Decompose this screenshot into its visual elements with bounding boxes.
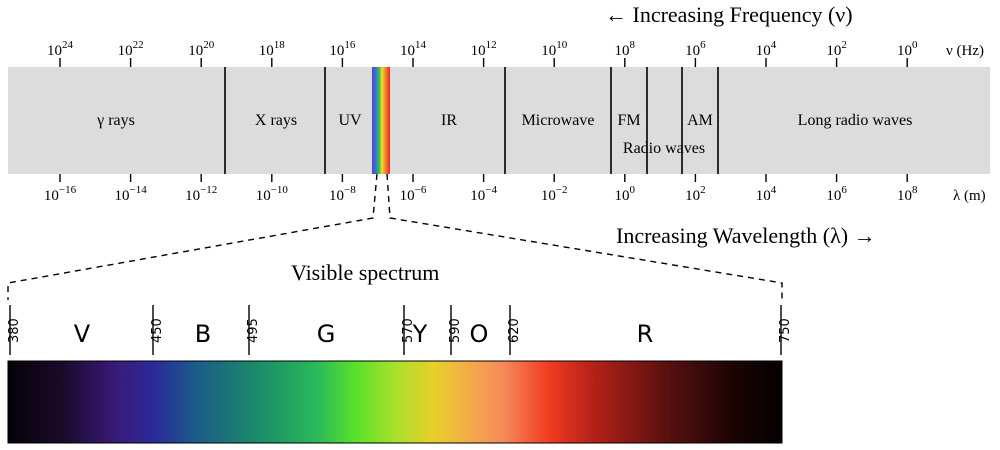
band-label-fm: FM <box>617 112 640 129</box>
wavelength-heading: Increasing Wavelength (λ) → <box>616 223 876 248</box>
wavelength-tick-label: 10−6 <box>400 184 427 204</box>
frequency-unit: ν (Hz) <box>946 43 984 59</box>
frequency-tick-label: 1022 <box>118 39 144 59</box>
frequency-tick-label: 108 <box>615 39 636 59</box>
visible-boundaries: 380 450 495 570 590 620 750 V B G Y O R <box>7 305 793 355</box>
wavelength-tick-label: 100 <box>615 184 636 204</box>
boundary-label-750: 750 <box>778 318 793 343</box>
wavelength-axis: 10−16 10−14 10−12 10−10 10−8 10−6 10−4 10−2 100 1… <box>44 174 918 204</box>
wavelength-tick-label: 104 <box>756 184 777 204</box>
wavelength-tick-label: 10−12 <box>185 184 217 204</box>
frequency-tick-label: 100 <box>897 39 918 59</box>
visible-gradient-bar <box>7 360 783 444</box>
zoom-line-left <box>7 173 378 300</box>
band-dividers <box>224 67 719 174</box>
frequency-axis: 1024 1022 1020 1018 1016 1014 1012 1010 108 106 10… <box>47 39 918 67</box>
wavelength-tick-label: 108 <box>897 184 918 204</box>
boundary-label-495: 495 <box>246 318 261 343</box>
zoom-line-right <box>386 173 783 300</box>
band-label-am: AM <box>687 112 713 129</box>
frequency-tick-label: 1012 <box>471 39 497 59</box>
wavelength-tick-label: 106 <box>826 184 847 204</box>
spectrum-band <box>8 67 990 174</box>
frequency-tick-label: 1016 <box>329 39 356 59</box>
boundary-label-380: 380 <box>7 318 22 343</box>
frequency-tick-label: 1020 <box>188 39 215 59</box>
wavelength-tick-label: 10−8 <box>329 184 356 204</box>
color-label-G: G <box>317 320 336 348</box>
visible-strip <box>372 67 390 174</box>
visible-spectrum-title: Visible spectrum <box>291 260 439 285</box>
frequency-tick-label: 1024 <box>47 39 74 59</box>
frequency-tick-label: 102 <box>826 39 847 59</box>
color-label-O: O <box>470 320 489 348</box>
band-label-uv: UV <box>338 112 362 129</box>
band-label-xray: X rays <box>255 112 297 129</box>
band-label-radio-waves: Radio waves <box>623 140 705 157</box>
frequency-tick-label: 106 <box>685 39 706 59</box>
wavelength-tick-label: 10−10 <box>256 184 289 204</box>
frequency-heading: ← Increasing Frequency (ν) <box>605 2 853 27</box>
boundary-label-570: 570 <box>401 318 416 343</box>
band-label-long-radio: Long radio waves <box>798 112 913 129</box>
boundary-label-620: 620 <box>507 318 522 343</box>
wavelength-tick-label: 10−4 <box>470 184 497 204</box>
wavelength-unit: λ (m) <box>953 188 986 204</box>
color-label-V: V <box>74 320 91 348</box>
color-label-B: B <box>195 320 211 348</box>
band-label-gamma: γ rays <box>96 112 135 129</box>
wavelength-tick-label: 10−14 <box>114 184 147 204</box>
band-label-microwave: Microwave <box>522 112 595 129</box>
color-label-R: R <box>637 320 654 348</box>
frequency-tick-label: 104 <box>756 39 777 59</box>
wavelength-tick-label: 102 <box>685 184 706 204</box>
frequency-tick-label: 1010 <box>541 39 568 59</box>
band-label-ir: IR <box>441 112 457 129</box>
color-label-Y: Y <box>412 320 428 348</box>
frequency-tick-label: 1014 <box>400 39 427 59</box>
zoom-lines <box>7 173 783 300</box>
wavelength-tick-label: 10−2 <box>541 184 568 204</box>
wavelength-tick-label: 10−16 <box>44 184 77 204</box>
frequency-tick-label: 1018 <box>259 39 286 59</box>
boundary-label-450: 450 <box>150 318 165 343</box>
boundary-label-590: 590 <box>448 318 463 343</box>
